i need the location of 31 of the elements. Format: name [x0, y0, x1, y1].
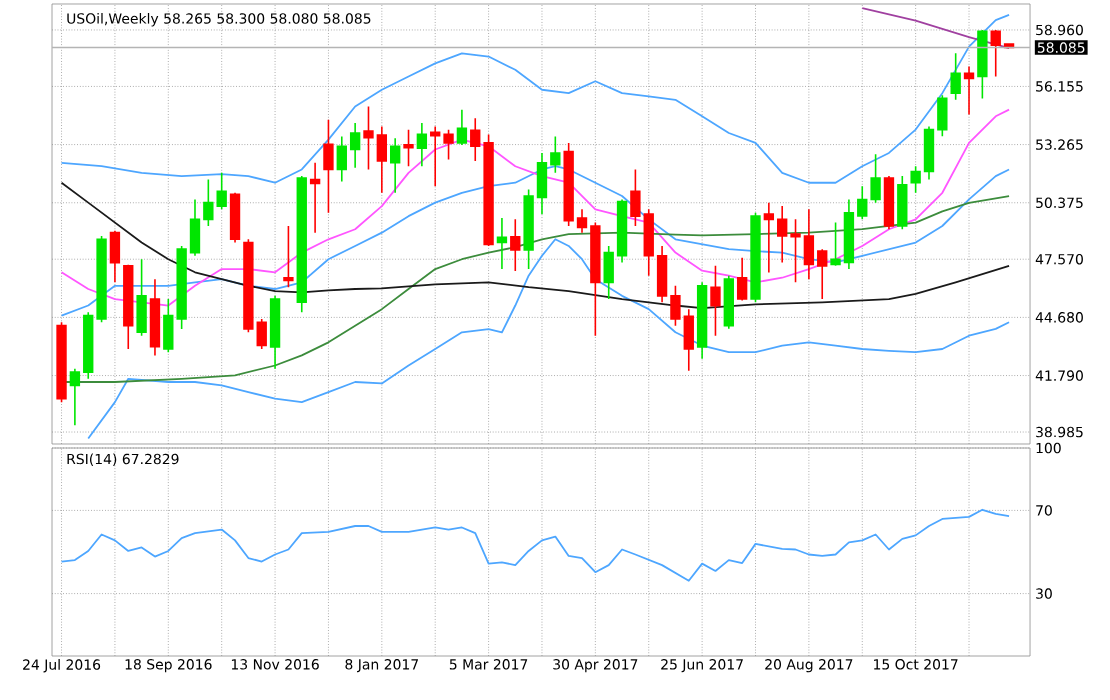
- candlestick: [56, 321, 67, 403]
- candlestick: [696, 281, 708, 360]
- candlestick: [950, 52, 961, 101]
- candlestick: [136, 258, 147, 337]
- candlestick: [389, 137, 401, 194]
- line-series: [861, 7, 1010, 49]
- candlestick: [123, 263, 134, 350]
- candlestick: [750, 211, 761, 304]
- candlestick: [883, 175, 895, 231]
- candlestick: [229, 192, 241, 244]
- candlestick: [149, 278, 161, 357]
- candlestick: [269, 295, 281, 370]
- candlestick: [963, 65, 975, 116]
- candlestick: [283, 225, 294, 288]
- candlestick: [456, 108, 468, 146]
- candlestick: [897, 175, 908, 231]
- line-series: [60, 13, 1010, 184]
- candlestick: [496, 217, 508, 270]
- line-series: [60, 508, 1010, 582]
- candlestick: [510, 218, 521, 272]
- candlestick: [109, 229, 121, 284]
- candlestick: [416, 122, 428, 168]
- candlestick: [323, 118, 334, 214]
- candlestick: [736, 257, 748, 302]
- candlestick: [296, 175, 307, 314]
- candlestick: [723, 274, 734, 330]
- candlestick: [403, 129, 414, 168]
- line-series: [87, 238, 1010, 440]
- candlestick: [710, 265, 721, 337]
- candlestick: [309, 162, 321, 234]
- candlestick: [977, 29, 988, 100]
